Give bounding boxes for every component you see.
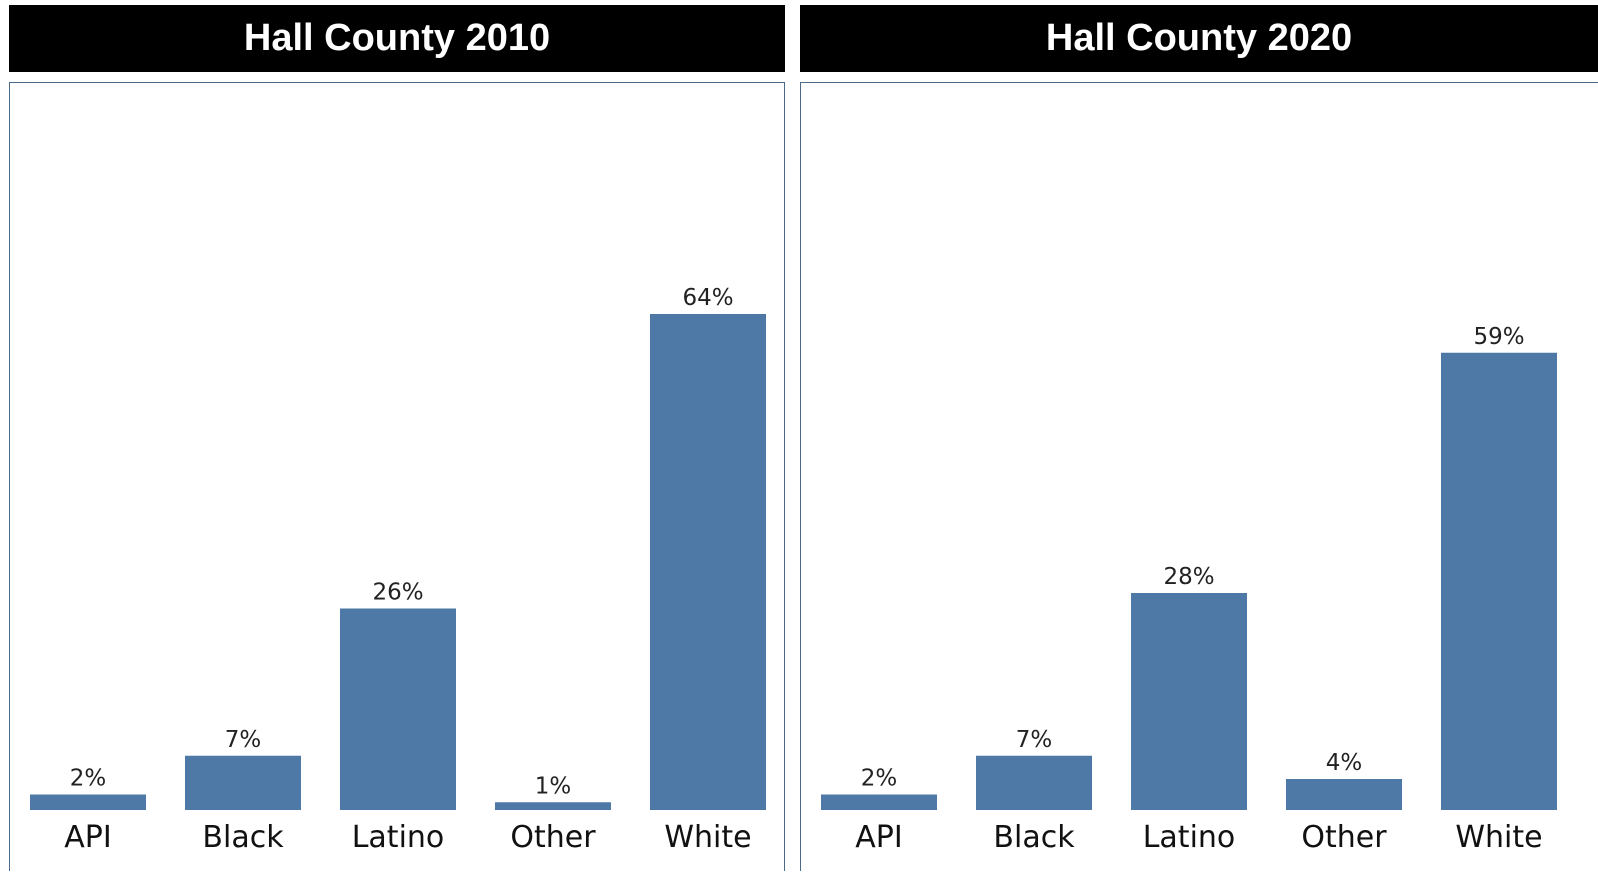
x-tick-label: Other: [1301, 820, 1387, 855]
x-tick-label: Latino: [352, 820, 445, 855]
plot-area: 2% API 7% Black 26% Latino 1% Other 64% White: [9, 82, 785, 871]
chart-panel-2020: Hall County 2020 2% API 7% Black 28% Latino 4%…: [800, 0, 1598, 871]
data-label: 64%: [682, 285, 733, 311]
x-tick-label: API: [64, 820, 111, 855]
bar-chart-svg: 2% API 7% Black 26% Latino 1% Other 64% White: [30, 285, 766, 855]
x-tick-label: Other: [510, 820, 596, 855]
x-tick-label: Latino: [1143, 820, 1236, 855]
chart-title: Hall County 2020: [800, 5, 1598, 72]
x-tick-label: Black: [202, 820, 284, 855]
bar-latino: [340, 608, 456, 810]
data-label: 2%: [70, 766, 107, 792]
x-tick-label: API: [855, 820, 902, 855]
bar-white: [1441, 352, 1557, 810]
data-label: 59%: [1473, 324, 1524, 350]
bar-black: [185, 755, 301, 810]
data-label: 2%: [861, 766, 898, 792]
bar-latino: [1131, 593, 1247, 810]
chart-title: Hall County 2010: [9, 5, 785, 72]
data-label: 1%: [535, 773, 572, 799]
bar-black: [976, 755, 1092, 810]
data-label: 7%: [225, 727, 262, 753]
x-tick-label: White: [664, 820, 751, 855]
data-label: 28%: [1163, 564, 1214, 590]
bar-other: [1286, 779, 1402, 810]
x-tick-label: White: [1455, 820, 1542, 855]
bar-other: [495, 802, 611, 810]
chart-panel-2010: Hall County 2010 2% API 7% Black 26% Latino 1%…: [9, 0, 785, 871]
plot-area: 2% API 7% Black 28% Latino 4% Other 59% White: [800, 82, 1598, 871]
bar-chart-svg: 2% API 7% Black 28% Latino 4% Other 59% White: [821, 324, 1557, 855]
data-label: 26%: [372, 580, 423, 606]
data-label: 7%: [1016, 727, 1053, 753]
bar-white: [650, 314, 766, 810]
bar-api: [30, 794, 146, 810]
data-label: 4%: [1326, 750, 1363, 776]
x-tick-label: Black: [993, 820, 1075, 855]
bar-api: [821, 794, 937, 810]
